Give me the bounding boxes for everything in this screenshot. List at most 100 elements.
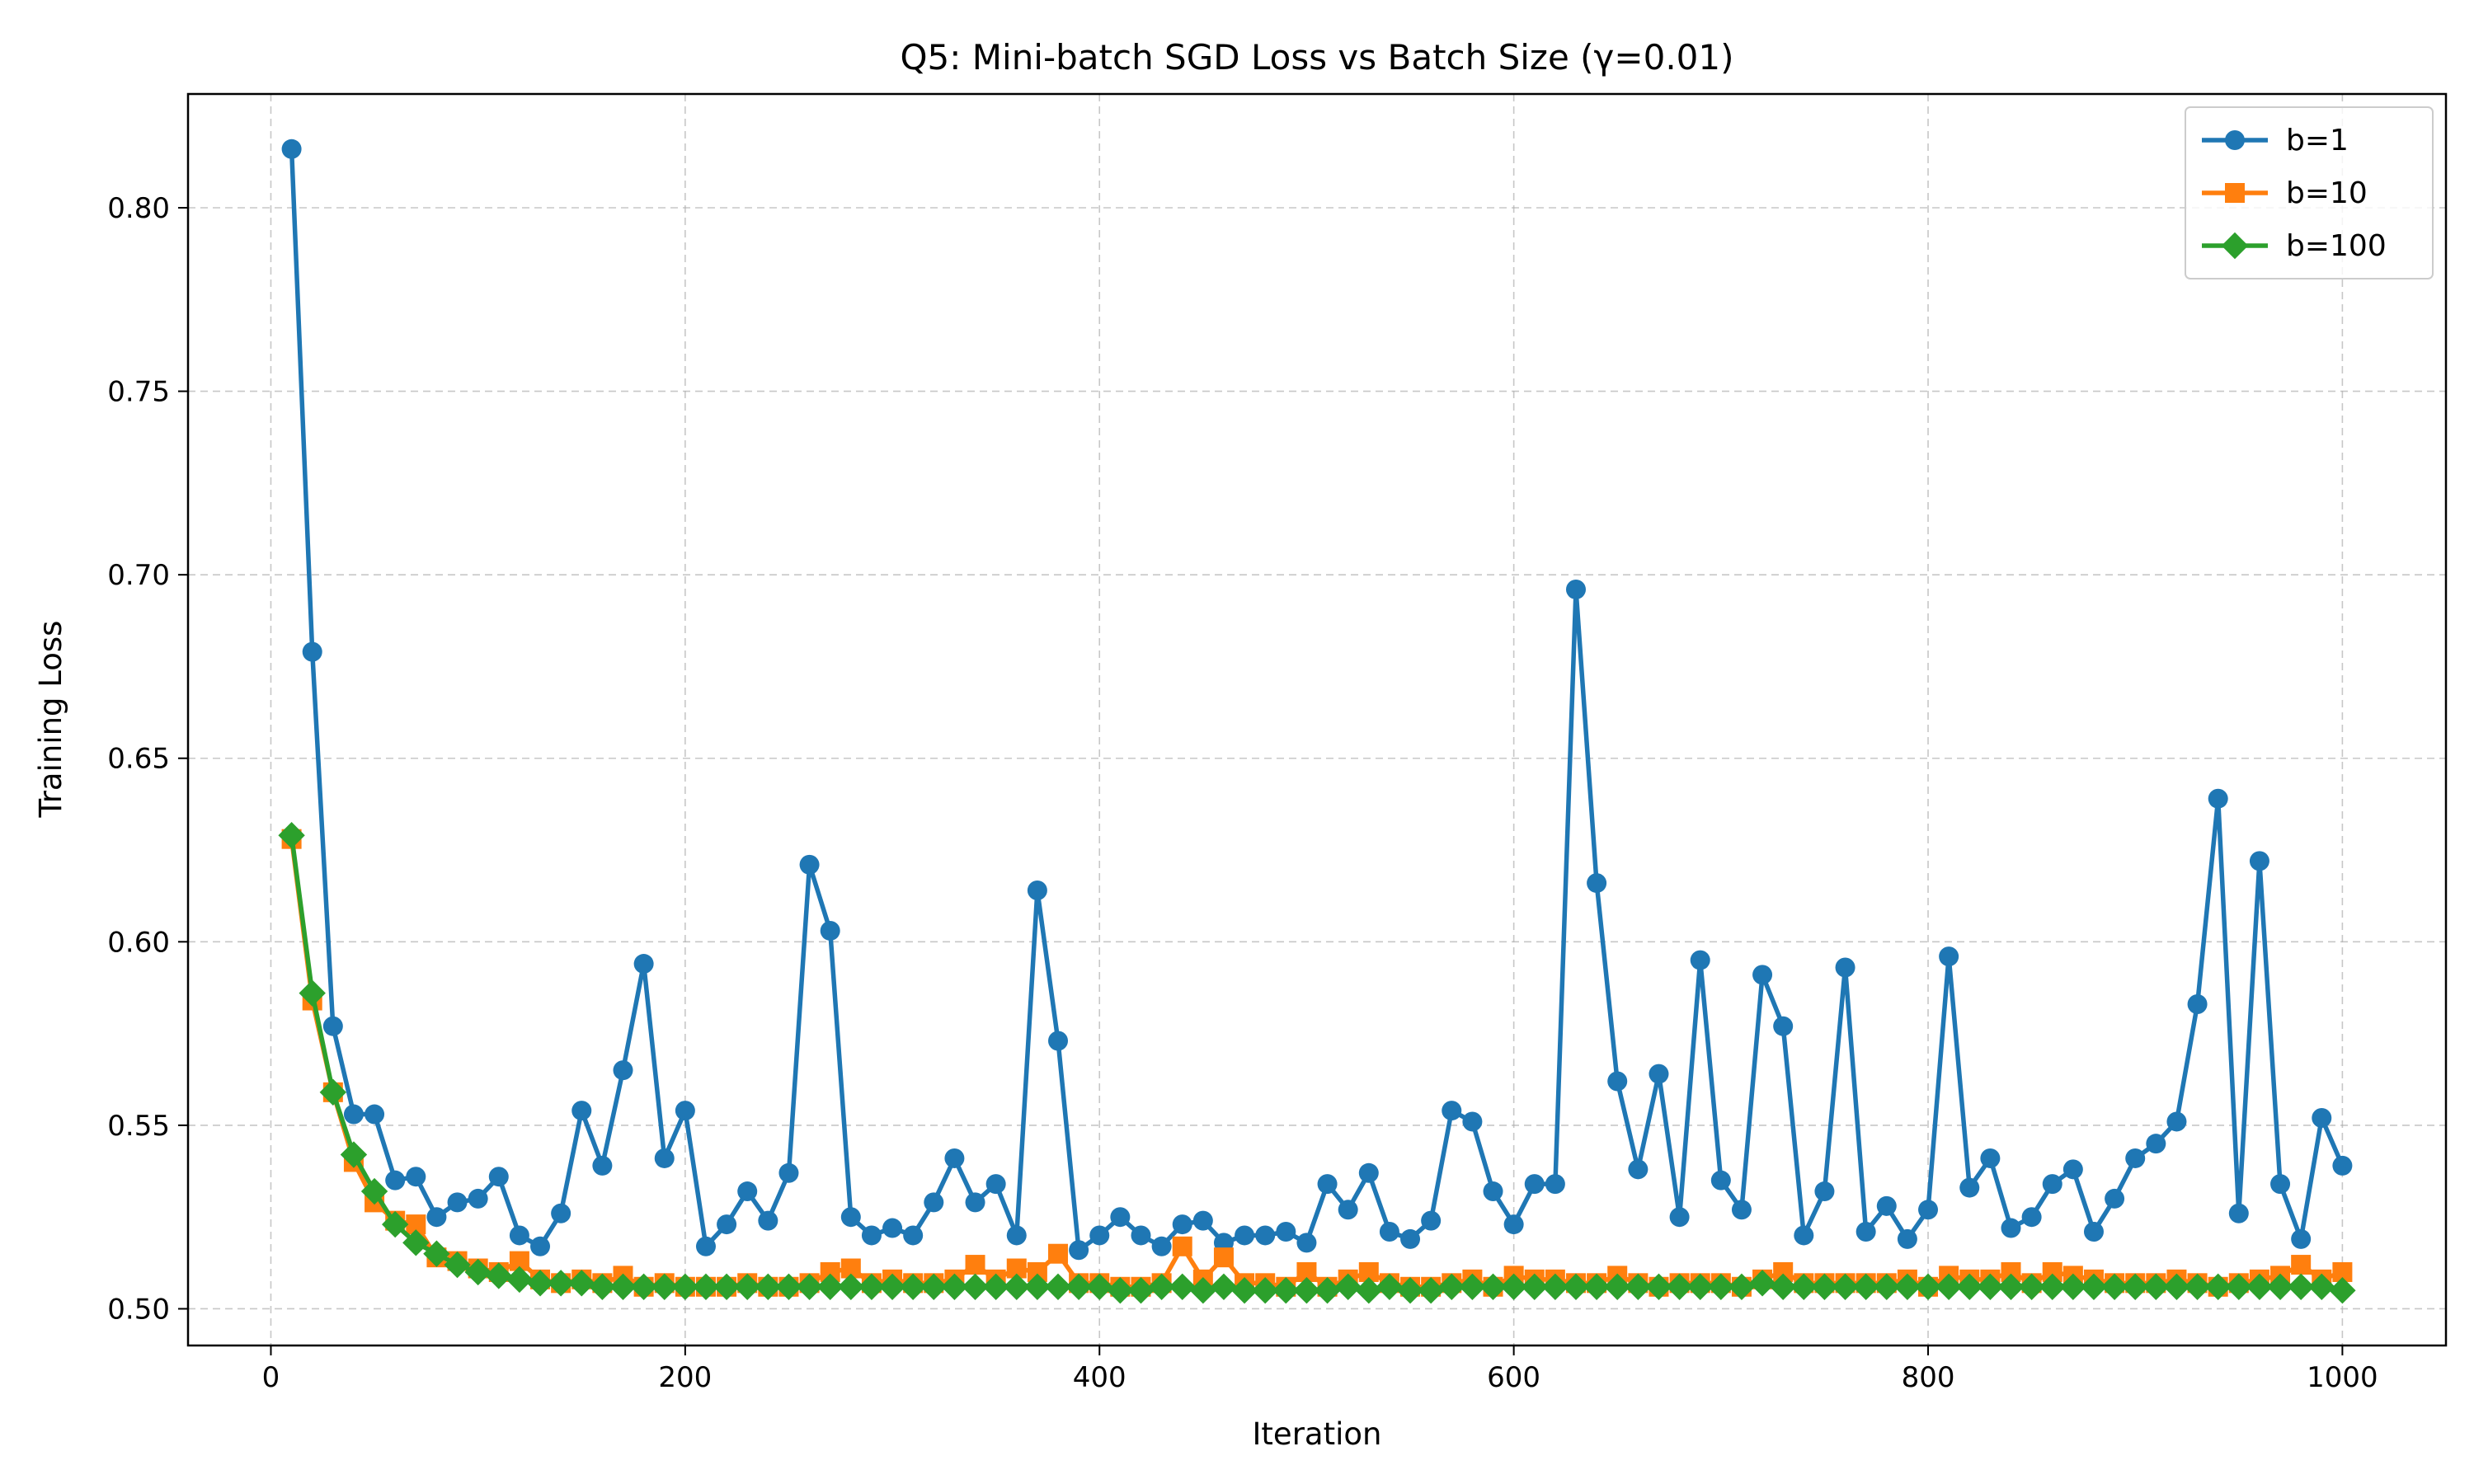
- series-b-1: [281, 139, 2353, 1261]
- data-point: [1832, 1273, 1859, 1300]
- data-point: [1048, 1243, 1069, 1264]
- legend-label: b=1: [2286, 124, 2349, 157]
- data-point: [468, 1188, 488, 1209]
- data-point: [1604, 1273, 1631, 1300]
- data-point: [1230, 1277, 1258, 1304]
- data-point: [2062, 1159, 2083, 1180]
- data-point: [1334, 1273, 1362, 1300]
- data-point: [899, 1273, 927, 1300]
- y-tick-label: 0.70: [107, 559, 170, 592]
- data-point: [861, 1225, 882, 1246]
- data-point: [1479, 1273, 1507, 1300]
- x-tick-label: 0: [262, 1361, 280, 1394]
- data-point: [1587, 873, 1607, 894]
- data-point: [1210, 1273, 1238, 1300]
- data-point: [592, 1155, 613, 1176]
- data-point: [1731, 1200, 1752, 1220]
- data-point: [2266, 1273, 2294, 1300]
- x-tick-label: 200: [658, 1361, 712, 1394]
- data-point: [509, 1225, 529, 1246]
- data-point: [1189, 1277, 1217, 1304]
- data-point: [1417, 1277, 1445, 1304]
- data-point: [1355, 1277, 1382, 1304]
- data-point: [2142, 1273, 2170, 1300]
- data-point: [1794, 1225, 1814, 1246]
- data-point: [2187, 994, 2208, 1014]
- data-point: [488, 1167, 509, 1187]
- data-point: [1314, 1277, 1341, 1304]
- data-point: [651, 1273, 678, 1300]
- data-point: [2042, 1174, 2062, 1195]
- data-point: [1873, 1273, 1900, 1300]
- data-point: [1169, 1273, 1196, 1300]
- data-point: [1048, 1031, 1069, 1051]
- data-point: [1023, 1273, 1051, 1300]
- data-point: [1997, 1273, 2025, 1300]
- data-point: [2039, 1273, 2066, 1300]
- x-tick-label: 1000: [2307, 1361, 2378, 1394]
- data-point: [2021, 1207, 2042, 1228]
- legend-label: b=10: [2286, 176, 2368, 210]
- data-point: [1876, 1195, 1897, 1216]
- data-point: [1856, 1222, 1876, 1242]
- data-point: [962, 1273, 989, 1300]
- data-point: [1089, 1225, 1110, 1246]
- y-axis-label: Training Loss: [33, 621, 68, 819]
- data-point: [1006, 1225, 1027, 1246]
- data-point: [1583, 1273, 1611, 1300]
- data-point: [1358, 1162, 1379, 1183]
- x-axis-label: Iteration: [1253, 1416, 1382, 1452]
- data-point: [2163, 1273, 2190, 1300]
- data-point: [1131, 1225, 1151, 1246]
- data-point: [1835, 957, 1856, 978]
- data-point: [816, 1273, 844, 1300]
- data-point: [1213, 1247, 1234, 1268]
- data-point: [365, 1104, 385, 1125]
- data-point: [447, 1192, 468, 1213]
- data-point: [385, 1170, 406, 1190]
- data-point: [1500, 1273, 1527, 1300]
- data-point: [322, 1016, 343, 1036]
- data-point: [1710, 1170, 1731, 1190]
- data-point: [1649, 1064, 1669, 1084]
- data-point: [1235, 1225, 1255, 1246]
- data-point: [1086, 1273, 1113, 1300]
- data-point: [820, 920, 840, 941]
- data-point: [1541, 1273, 1569, 1300]
- data-point: [965, 1192, 985, 1213]
- data-point: [941, 1273, 968, 1300]
- data-point: [1935, 1273, 1963, 1300]
- data-point: [464, 1258, 492, 1286]
- data-point: [406, 1214, 426, 1235]
- data-point: [2291, 1255, 2312, 1275]
- x-tick-label: 600: [1487, 1361, 1540, 1394]
- legend-marker: [2225, 130, 2245, 150]
- data-point: [2208, 788, 2228, 809]
- y-tick-label: 0.50: [107, 1293, 170, 1326]
- data-point: [319, 1078, 347, 1106]
- legend: b=1 b=10 b=100: [2185, 106, 2434, 279]
- data-point: [882, 1218, 903, 1238]
- data-point: [1151, 1236, 1172, 1256]
- data-point: [755, 1273, 782, 1300]
- data-point: [2204, 1273, 2232, 1300]
- data-point: [2146, 1134, 2166, 1154]
- data-point: [1252, 1277, 1279, 1304]
- data-point: [2312, 1108, 2332, 1128]
- data-point: [1379, 1222, 1399, 1242]
- data-point: [1521, 1273, 1548, 1300]
- data-point: [1003, 1273, 1030, 1300]
- data-point: [2228, 1203, 2249, 1223]
- data-point: [360, 1177, 388, 1205]
- data-point: [1110, 1207, 1131, 1228]
- data-point: [613, 1060, 633, 1081]
- data-point: [1127, 1277, 1155, 1304]
- data-point: [2125, 1148, 2146, 1168]
- data-point: [551, 1203, 571, 1223]
- data-point: [799, 854, 820, 875]
- data-point: [406, 1167, 426, 1187]
- data-point: [692, 1273, 720, 1300]
- data-point: [1545, 1174, 1565, 1195]
- data-point: [1897, 1228, 1917, 1249]
- data-point: [737, 1181, 758, 1202]
